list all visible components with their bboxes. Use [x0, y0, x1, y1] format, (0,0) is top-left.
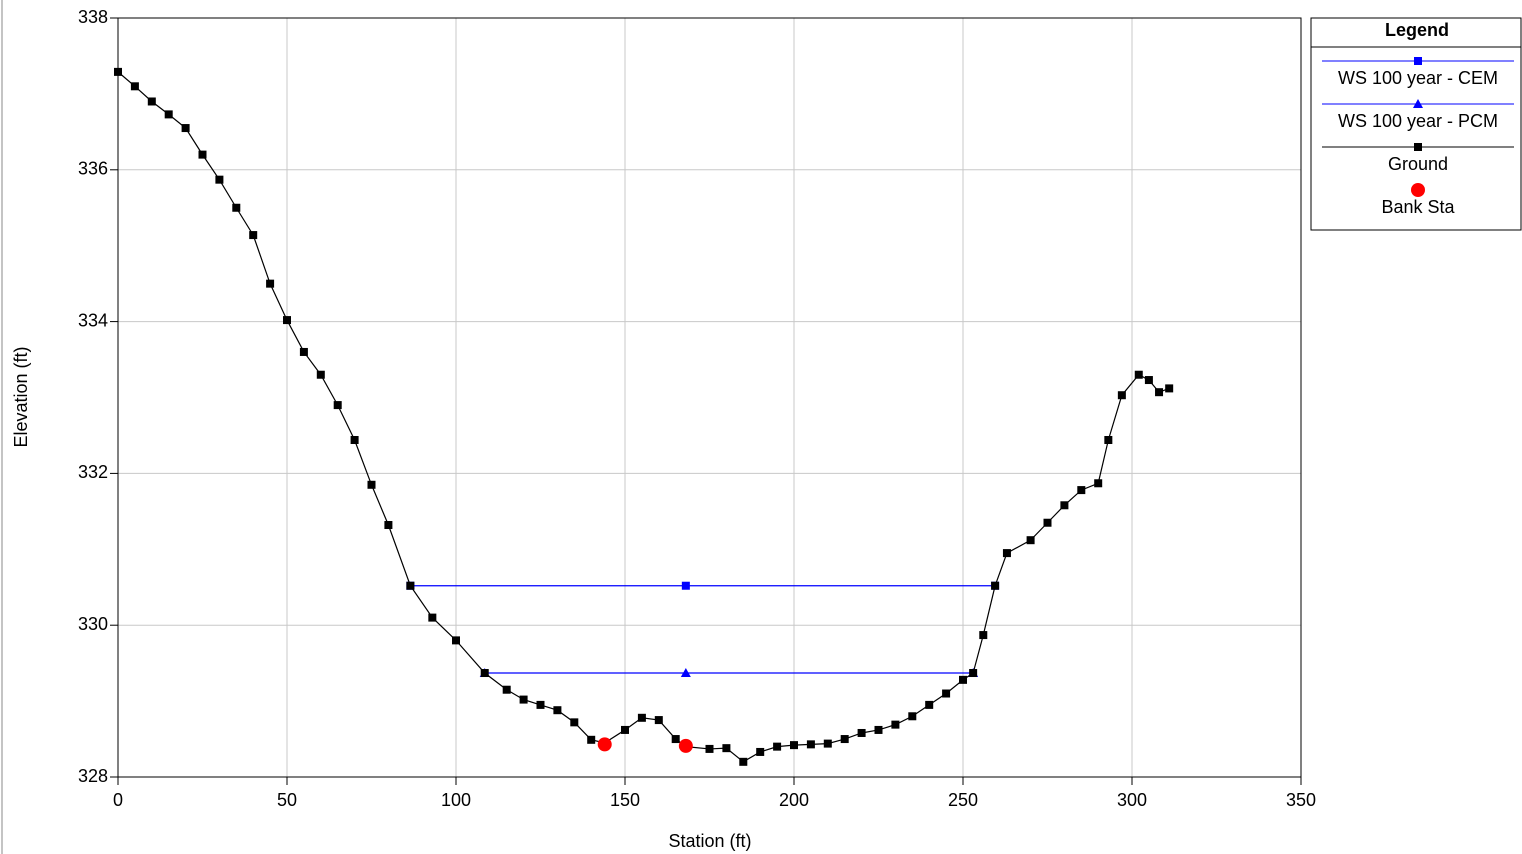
- data-point: [680, 668, 691, 678]
- data-point: [553, 706, 562, 715]
- data-point: [1144, 376, 1153, 385]
- data-point: [215, 175, 224, 184]
- data-point: [959, 675, 967, 684]
- data-point: [874, 725, 883, 734]
- data-point: [678, 738, 693, 753]
- x-tick-label: 250: [948, 790, 978, 810]
- data-point: [130, 82, 139, 91]
- x-tick-label: 100: [441, 790, 471, 810]
- data-point: [942, 689, 951, 698]
- data-point: [266, 279, 275, 288]
- legend-label: WS 100 year - CEM: [1338, 68, 1498, 88]
- data-point: [806, 740, 815, 749]
- y-tick-label: 328: [78, 766, 108, 786]
- data-point: [1155, 388, 1164, 397]
- data-point: [1165, 384, 1174, 393]
- legend-box: [1310, 17, 1522, 231]
- data-point: [1002, 549, 1011, 558]
- y-tick-label: 332: [78, 462, 108, 482]
- data-point: [299, 347, 308, 356]
- data-point: [681, 581, 690, 590]
- data-point: [891, 720, 900, 729]
- data-point: [114, 67, 122, 76]
- data-point: [367, 480, 376, 489]
- data-point: [570, 718, 579, 727]
- data-point: [283, 316, 291, 325]
- series-line: [117, 71, 1170, 763]
- data-point: [164, 110, 173, 119]
- data-point: [587, 735, 596, 744]
- data-point: [232, 203, 241, 212]
- x-axis-label: Station (ft): [668, 831, 751, 851]
- data-point: [428, 613, 437, 622]
- data-point: [350, 436, 359, 445]
- data-point: [705, 744, 714, 753]
- data-point: [536, 700, 545, 709]
- data-point: [925, 700, 934, 709]
- data-point: [790, 741, 798, 750]
- data-point: [991, 581, 1000, 590]
- y-axis-label: Elevation (ft): [11, 346, 31, 447]
- legend-marker: [1414, 143, 1422, 151]
- x-tick-label: 0: [113, 790, 123, 810]
- y-tick-label: 336: [78, 159, 108, 179]
- data-point: [1060, 501, 1069, 510]
- data-point: [181, 124, 190, 133]
- legend-title: Legend: [1385, 20, 1449, 40]
- data-point: [1077, 486, 1086, 495]
- data-point: [840, 735, 849, 744]
- legend-label: WS 100 year - PCM: [1338, 111, 1498, 131]
- data-point: [1134, 370, 1143, 379]
- data-point: [198, 150, 207, 159]
- legend-marker: [1413, 99, 1423, 108]
- x-tick-label: 350: [1286, 790, 1316, 810]
- data-point: [147, 97, 156, 106]
- data-point: [773, 742, 782, 751]
- data-point: [1094, 479, 1103, 488]
- data-point: [502, 685, 511, 694]
- data-point: [671, 735, 680, 744]
- y-tick-label: 334: [78, 310, 108, 330]
- legend-label: Bank Sta: [1381, 197, 1455, 217]
- data-point: [1026, 536, 1035, 545]
- legend-marker: [1414, 57, 1422, 65]
- data-point: [756, 747, 765, 756]
- legend-marker: [1411, 183, 1425, 197]
- data-point: [908, 712, 917, 721]
- plot-frame: [117, 17, 1302, 778]
- data-point: [979, 631, 988, 640]
- data-point: [406, 581, 415, 590]
- y-tick-label: 330: [78, 614, 108, 634]
- data-point: [621, 725, 629, 734]
- data-point: [1104, 436, 1113, 445]
- data-point: [1117, 391, 1126, 400]
- data-point: [384, 521, 393, 530]
- data-point: [480, 669, 489, 678]
- data-point: [519, 695, 528, 704]
- x-tick-label: 150: [610, 790, 640, 810]
- x-tick-label: 50: [277, 790, 297, 810]
- data-point: [452, 636, 460, 645]
- data-point: [722, 744, 731, 753]
- data-point: [333, 401, 342, 410]
- data-point: [739, 757, 748, 766]
- data-point: [637, 713, 646, 722]
- x-tick-label: 300: [1117, 790, 1147, 810]
- data-point: [316, 370, 325, 379]
- x-tick-label: 200: [779, 790, 809, 810]
- legend-label: Ground: [1388, 154, 1448, 174]
- data-point: [654, 716, 663, 725]
- y-tick-label: 338: [78, 7, 108, 27]
- data-point: [1043, 518, 1052, 527]
- data-point: [823, 739, 832, 748]
- data-point: [249, 231, 258, 240]
- data-point: [969, 669, 978, 678]
- data-point: [857, 728, 866, 737]
- data-point: [597, 737, 612, 752]
